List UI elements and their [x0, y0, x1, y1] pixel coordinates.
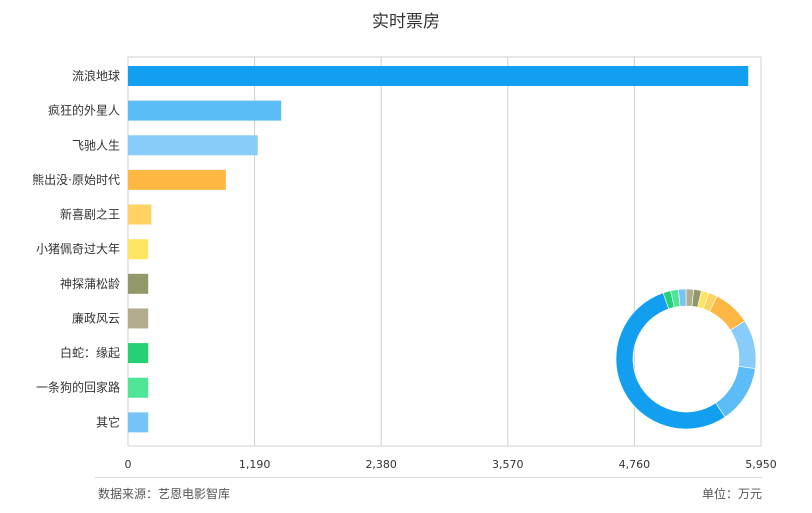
bar [128, 135, 258, 156]
unit-note: 单位：万元 [701, 487, 762, 501]
category-label: 熊出没·原始时代 [32, 172, 120, 187]
bar [128, 204, 152, 225]
x-tick-label: 1,190 [239, 458, 271, 471]
category-label: 小猪佩奇过大年 [36, 242, 120, 256]
chart-title: 实时票房 [372, 12, 440, 32]
footer-divider [95, 477, 762, 478]
category-label: 白蛇：缘起 [60, 345, 120, 360]
donut-slice [677, 288, 687, 307]
category-label: 飞驰人生 [72, 138, 120, 152]
donut-slice [615, 292, 726, 430]
x-tick-label: 4,760 [619, 458, 651, 471]
bar [128, 169, 226, 190]
bar [128, 343, 149, 364]
x-tick-label: 2,380 [365, 458, 397, 471]
x-tick-label: 5,950 [745, 458, 777, 471]
x-tick-label: 0 [125, 458, 132, 471]
bar [128, 377, 149, 398]
data-source-note: 数据来源：艺恩电影智库 [98, 487, 231, 501]
bar [128, 66, 749, 86]
bar [128, 273, 149, 294]
donut-slice [715, 365, 756, 418]
category-label: 疯狂的外星人 [48, 103, 120, 118]
category-label: 流浪地球 [72, 68, 120, 83]
category-label: 一条狗的回家路 [36, 380, 120, 395]
category-label: 廉政风云 [72, 310, 120, 325]
bar [128, 239, 149, 260]
donut-slice [730, 320, 757, 370]
bar [128, 308, 149, 329]
bar [128, 100, 282, 121]
category-label: 神探蒲松龄 [60, 277, 120, 291]
category-label: 新喜剧之王 [60, 207, 120, 222]
bar [128, 412, 149, 433]
x-tick-label: 3,570 [492, 458, 524, 471]
category-label: 其它 [96, 414, 120, 429]
